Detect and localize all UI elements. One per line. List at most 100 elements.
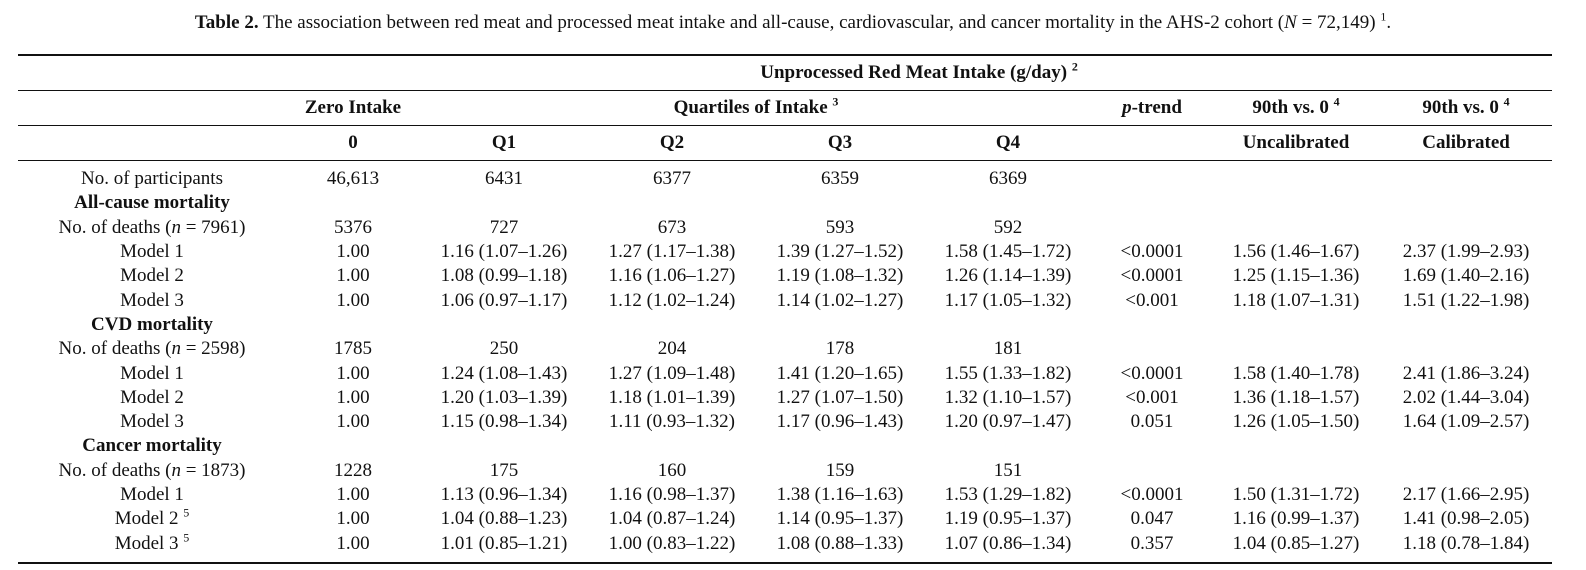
table-row-cvd-deaths: No. of deaths (n = 2598) 1785 250 204 178 18… xyxy=(18,337,1552,361)
table-cell: <0.0001 xyxy=(1120,362,1184,384)
table-cell: 1.18 (1.07–1.31) xyxy=(1232,289,1360,311)
table-cell: 1.16 (0.99–1.37) xyxy=(1232,508,1360,530)
table-row-allcause-deaths: No. of deaths (n = 7961) 5376 727 673 593 59… xyxy=(18,216,1552,240)
table-cell: 1.36 (1.18–1.57) xyxy=(1232,386,1360,408)
table-cell: 1.18 (1.01–1.39) xyxy=(608,386,736,408)
table-cell: 1.16 (1.06–1.27) xyxy=(608,265,736,287)
table-cell xyxy=(1092,434,1212,458)
table-cell xyxy=(756,191,924,215)
col-q1-header: Q1 xyxy=(491,132,517,153)
cell-text: n xyxy=(171,459,181,481)
col-uncalibrated-header: Uncalibrated xyxy=(1242,132,1350,153)
table-cell: 1.26 (1.14–1.39) xyxy=(944,265,1072,287)
table-cell: 1.41 (0.98–2.05) xyxy=(1402,508,1530,530)
table-cell: 175 xyxy=(489,459,519,481)
cell-text: 2 xyxy=(1071,59,1078,74)
table-cell: Model 2 5 xyxy=(18,507,286,531)
table-cell: 1.38 (1.16–1.63) xyxy=(776,484,904,505)
results-table: Unprocessed Red Meat Intake (g/day) 2 Ze… xyxy=(18,54,1553,564)
table-cell xyxy=(420,313,588,337)
caption-text-1: The association between red meat and pro… xyxy=(258,12,1285,33)
table-cell: 1.58 (1.45–1.72) xyxy=(944,241,1072,263)
table-cell xyxy=(924,434,1092,458)
table-cell: 1.13 (0.96–1.34) xyxy=(440,484,568,505)
table-cell: 727 xyxy=(489,216,519,238)
table-cell: 1.17 (0.96–1.43) xyxy=(776,411,904,433)
table-cell: Model 1 xyxy=(120,362,184,384)
table-cell: 1.50 (1.31–1.72) xyxy=(1232,484,1360,505)
col-zero-header: 0 xyxy=(348,132,358,153)
table-cell: Model 2 xyxy=(120,386,184,408)
table-cell: 1.00 xyxy=(336,508,370,530)
table-cell xyxy=(1212,337,1380,361)
table-cell xyxy=(1380,161,1552,192)
cell-text: -trend xyxy=(1131,97,1182,118)
table-cell xyxy=(1092,191,1212,215)
table-row-allcause-model3: Model 3 1.00 1.06 (0.97–1.17) 1.12 (1.02–1.… xyxy=(18,288,1552,312)
table-cell: 178 xyxy=(825,338,855,360)
cell-text: 90th vs. 0 xyxy=(1252,97,1334,118)
table-cell: 1.20 (1.03–1.39) xyxy=(440,386,568,408)
table-row-cancer-deaths: No. of deaths (n = 1873) 1228 175 160 159 15… xyxy=(18,459,1552,483)
table-cell: 1.69 (1.40–2.16) xyxy=(1402,265,1530,287)
table-cell xyxy=(1212,216,1380,240)
table-cell: 1.16 (1.07–1.26) xyxy=(440,241,568,263)
cell-text: Unprocessed Red Meat Intake (g/day) xyxy=(760,62,1072,83)
table-cell: 1.00 xyxy=(336,289,370,311)
table-cell: 1.19 (1.08–1.32) xyxy=(776,265,904,287)
table-cell: 1.04 (0.88–1.23) xyxy=(440,508,568,530)
table-cell: 1.11 (0.93–1.32) xyxy=(609,411,735,433)
table-cell: <0.0001 xyxy=(1120,265,1184,287)
table-cell: Model 3 xyxy=(120,289,184,311)
table-cell xyxy=(1092,216,1212,240)
table-cell: 1.06 (0.97–1.17) xyxy=(440,289,568,311)
table-row-participants: No. of participants 46,613 6431 6377 635… xyxy=(18,161,1552,192)
table-cell: 1.01 (0.85–1.21) xyxy=(440,532,568,554)
caption-end: . xyxy=(1386,12,1392,33)
cell-text: 3 xyxy=(832,94,839,109)
table-cell: 1.04 (0.87–1.24) xyxy=(608,508,736,530)
table-cell: 1.00 xyxy=(336,532,370,554)
table-cell: 159 xyxy=(825,459,855,481)
table-cell: 1.12 (1.02–1.24) xyxy=(608,289,736,311)
table-cell: 0.047 xyxy=(1130,508,1174,530)
table-cell: 1.00 xyxy=(336,265,370,287)
table-cell xyxy=(1092,337,1212,361)
table-cell: 1.17 (1.05–1.32) xyxy=(944,289,1072,311)
table-cell xyxy=(1380,459,1552,483)
table-cell: 1.08 (0.88–1.33) xyxy=(776,532,904,554)
table-row-allcause-model2: Model 2 1.00 1.08 (0.99–1.18) 1.16 (1.06–1.… xyxy=(18,264,1552,288)
cell-text: 5 xyxy=(183,530,190,545)
table-cell xyxy=(1380,337,1552,361)
table-cell: 1.64 (1.09–2.57) xyxy=(1402,411,1530,433)
table-cell xyxy=(420,191,588,215)
table-cell: 181 xyxy=(993,338,1023,360)
table-cell: 2.02 (1.44–3.04) xyxy=(1402,386,1530,408)
table-cell xyxy=(588,434,756,458)
cell-text: No. of deaths ( xyxy=(58,216,172,238)
section-header-allcause: All-cause mortality xyxy=(18,191,1552,215)
table-caption: Table 2. The association between red mea… xyxy=(0,10,1586,36)
table-cell: 5376 xyxy=(334,216,372,238)
table-cell: 1.41 (1.20–1.65) xyxy=(776,362,904,384)
table-cell: <0.0001 xyxy=(1120,241,1184,263)
table-cell: Model 2 xyxy=(120,265,184,287)
cell-text: Model 2 xyxy=(114,508,184,530)
table-cell: 250 xyxy=(489,338,519,360)
table-cell xyxy=(588,313,756,337)
table-cell: Model 1 xyxy=(120,241,184,263)
table-cell: 2.41 (1.86–3.24) xyxy=(1402,362,1530,384)
table-cell xyxy=(286,434,420,458)
cell-text: = 2598) xyxy=(180,338,246,360)
cell-text: = 1873) xyxy=(180,459,246,481)
table-cell: 1.27 (1.17–1.38) xyxy=(608,241,736,263)
table-cell: 1.14 (0.95–1.37) xyxy=(776,508,904,530)
table-cell: 1.07 (0.86–1.34) xyxy=(944,532,1072,554)
table-cell: <0.001 xyxy=(1125,289,1179,311)
table-cell: 1.53 (1.29–1.82) xyxy=(944,484,1072,505)
table-cell: 1.24 (1.08–1.43) xyxy=(440,362,568,384)
table-row-cancer-model1: Model 1 1.00 1.13 (0.96–1.34) 1.16 (0.98–1.… xyxy=(18,483,1552,507)
table-row-cvd-model3: Model 3 1.00 1.15 (0.98–1.34) 1.11 (0.93–1.… xyxy=(18,410,1552,434)
table-cell xyxy=(1380,191,1552,215)
table-row-cvd-model2: Model 2 1.00 1.20 (1.03–1.39) 1.18 (1.01–1.… xyxy=(18,386,1552,410)
